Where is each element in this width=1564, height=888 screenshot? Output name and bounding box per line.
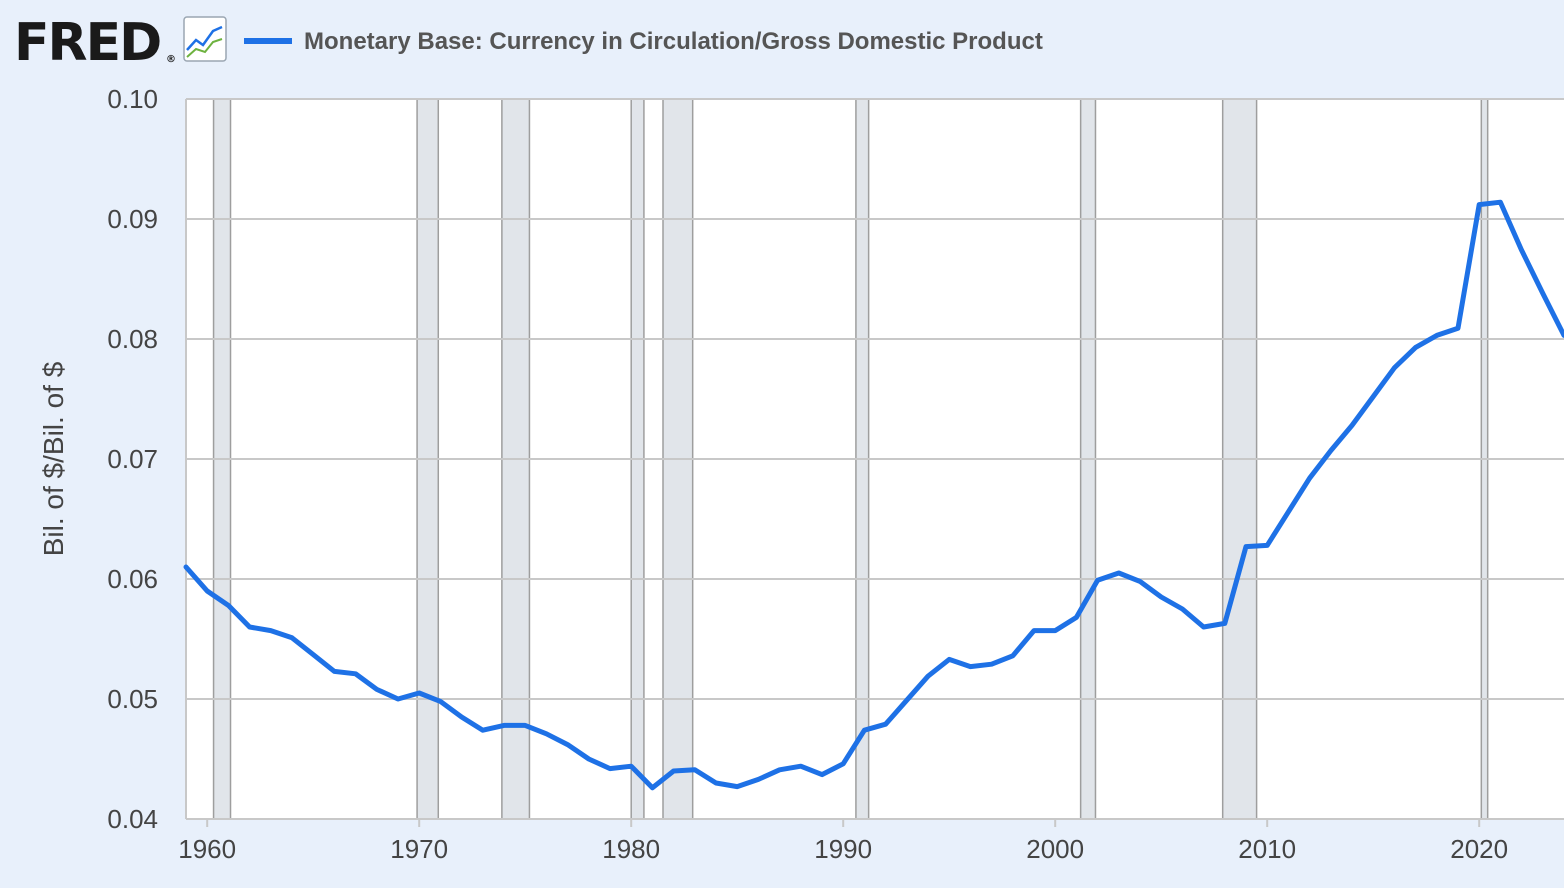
x-tick-label: 2000 bbox=[1026, 834, 1084, 864]
y-tick-label: 0.06 bbox=[107, 564, 158, 594]
series-line bbox=[183, 199, 1564, 791]
fred-logo-text: FRED bbox=[14, 13, 160, 73]
gridlines bbox=[185, 98, 1564, 820]
x-tick-label: 1960 bbox=[178, 834, 236, 864]
chart-title: Monetary Base: Currency in Circulation/G… bbox=[304, 28, 1043, 55]
y-tick-labels: 0.04 0.05 0.06 0.07 0.08 0.09 0.10 bbox=[107, 84, 158, 834]
y-tick-label: 0.04 bbox=[107, 804, 158, 834]
x-tick-labels: 1960 1970 1980 1990 2000 2010 2020 bbox=[178, 819, 1508, 864]
x-tick-label: 2020 bbox=[1450, 834, 1508, 864]
x-tick-label: 1990 bbox=[814, 834, 872, 864]
fred-logo[interactable]: FRED ® bbox=[14, 13, 176, 73]
legend: Monetary Base: Currency in Circulation/G… bbox=[244, 28, 1043, 55]
registered-mark: ® bbox=[166, 54, 176, 65]
y-axis-label: Bil. of $/Bil. of $ bbox=[38, 361, 69, 556]
y-tick-label: 0.09 bbox=[107, 204, 158, 234]
y-tick-label: 0.05 bbox=[107, 684, 158, 714]
y-tick-label: 0.10 bbox=[107, 84, 158, 114]
y-tick-label: 0.07 bbox=[107, 444, 158, 474]
x-tick-label: 1980 bbox=[602, 834, 660, 864]
line-graph-icon bbox=[183, 16, 227, 62]
series-layer bbox=[183, 199, 1564, 791]
x-tick-label: 2010 bbox=[1238, 834, 1296, 864]
y-tick-label: 0.08 bbox=[107, 324, 158, 354]
x-tick-label: 1970 bbox=[390, 834, 448, 864]
